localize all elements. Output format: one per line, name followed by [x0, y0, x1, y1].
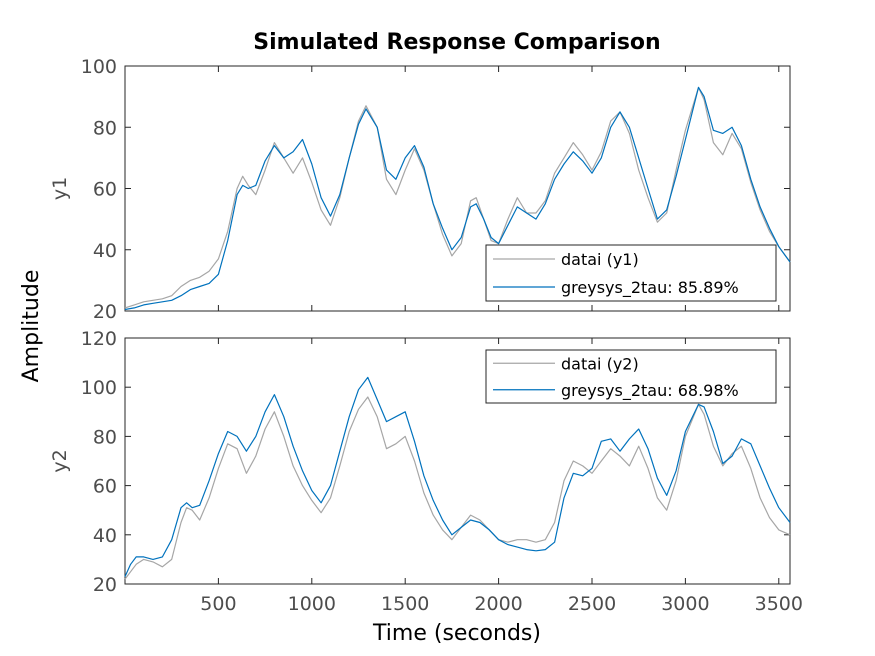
legend-box	[485, 349, 777, 404]
x-tick-label: 500	[200, 593, 236, 615]
y-tick-label: 60	[93, 179, 117, 201]
y-tick-label: 40	[93, 240, 117, 262]
y-tick-label: 120	[81, 328, 117, 350]
y-axis-label: Amplitude	[19, 270, 44, 383]
data-series-line	[124, 396, 791, 580]
x-tick-label: 1500	[381, 593, 429, 615]
x-tick-label: 2500	[568, 593, 616, 615]
legend-box	[485, 244, 777, 302]
legend-entry-label: greysys_2tau: 68.98%	[561, 381, 739, 401]
model-series-line	[124, 86, 791, 311]
subplot-y1: 20 40 60 80 100 y1 datai (y1) greysys_2tau: 85.…	[49, 56, 791, 323]
legend-entry-label: greysys_2tau: 85.89%	[561, 278, 739, 298]
y-tick-label: 100	[81, 56, 117, 78]
chart-title: Simulated Response Comparison	[253, 30, 660, 55]
subplot-y2: 20 40 60 80 100 120 500 1000 1500 2000 2500 3000 350…	[49, 328, 803, 615]
data-series-line	[124, 86, 791, 309]
legend-entry-label: datai (y1)	[561, 250, 639, 269]
subplot-y-label: y1	[49, 177, 71, 200]
x-tick-label: 3000	[661, 593, 709, 615]
y-tick-label: 80	[93, 426, 117, 448]
y-tick-label: 100	[81, 377, 117, 399]
model-series-line	[124, 376, 791, 577]
x-tick-label: 2000	[474, 593, 522, 615]
y-tick-label: 80	[93, 117, 117, 139]
y-tick-label: 20	[93, 574, 117, 596]
x-axis-label: Time (seconds)	[372, 621, 541, 646]
y-tick-label: 60	[93, 476, 117, 498]
legend-entry-label: datai (y2)	[561, 354, 639, 373]
subplot-y-label: y2	[49, 449, 71, 472]
plot-area-frame	[124, 337, 791, 585]
y-tick-label: 40	[93, 525, 117, 547]
x-tick-label: 1000	[288, 593, 336, 615]
x-tick-label: 3500	[755, 593, 803, 615]
y-tick-label: 20	[93, 301, 117, 323]
